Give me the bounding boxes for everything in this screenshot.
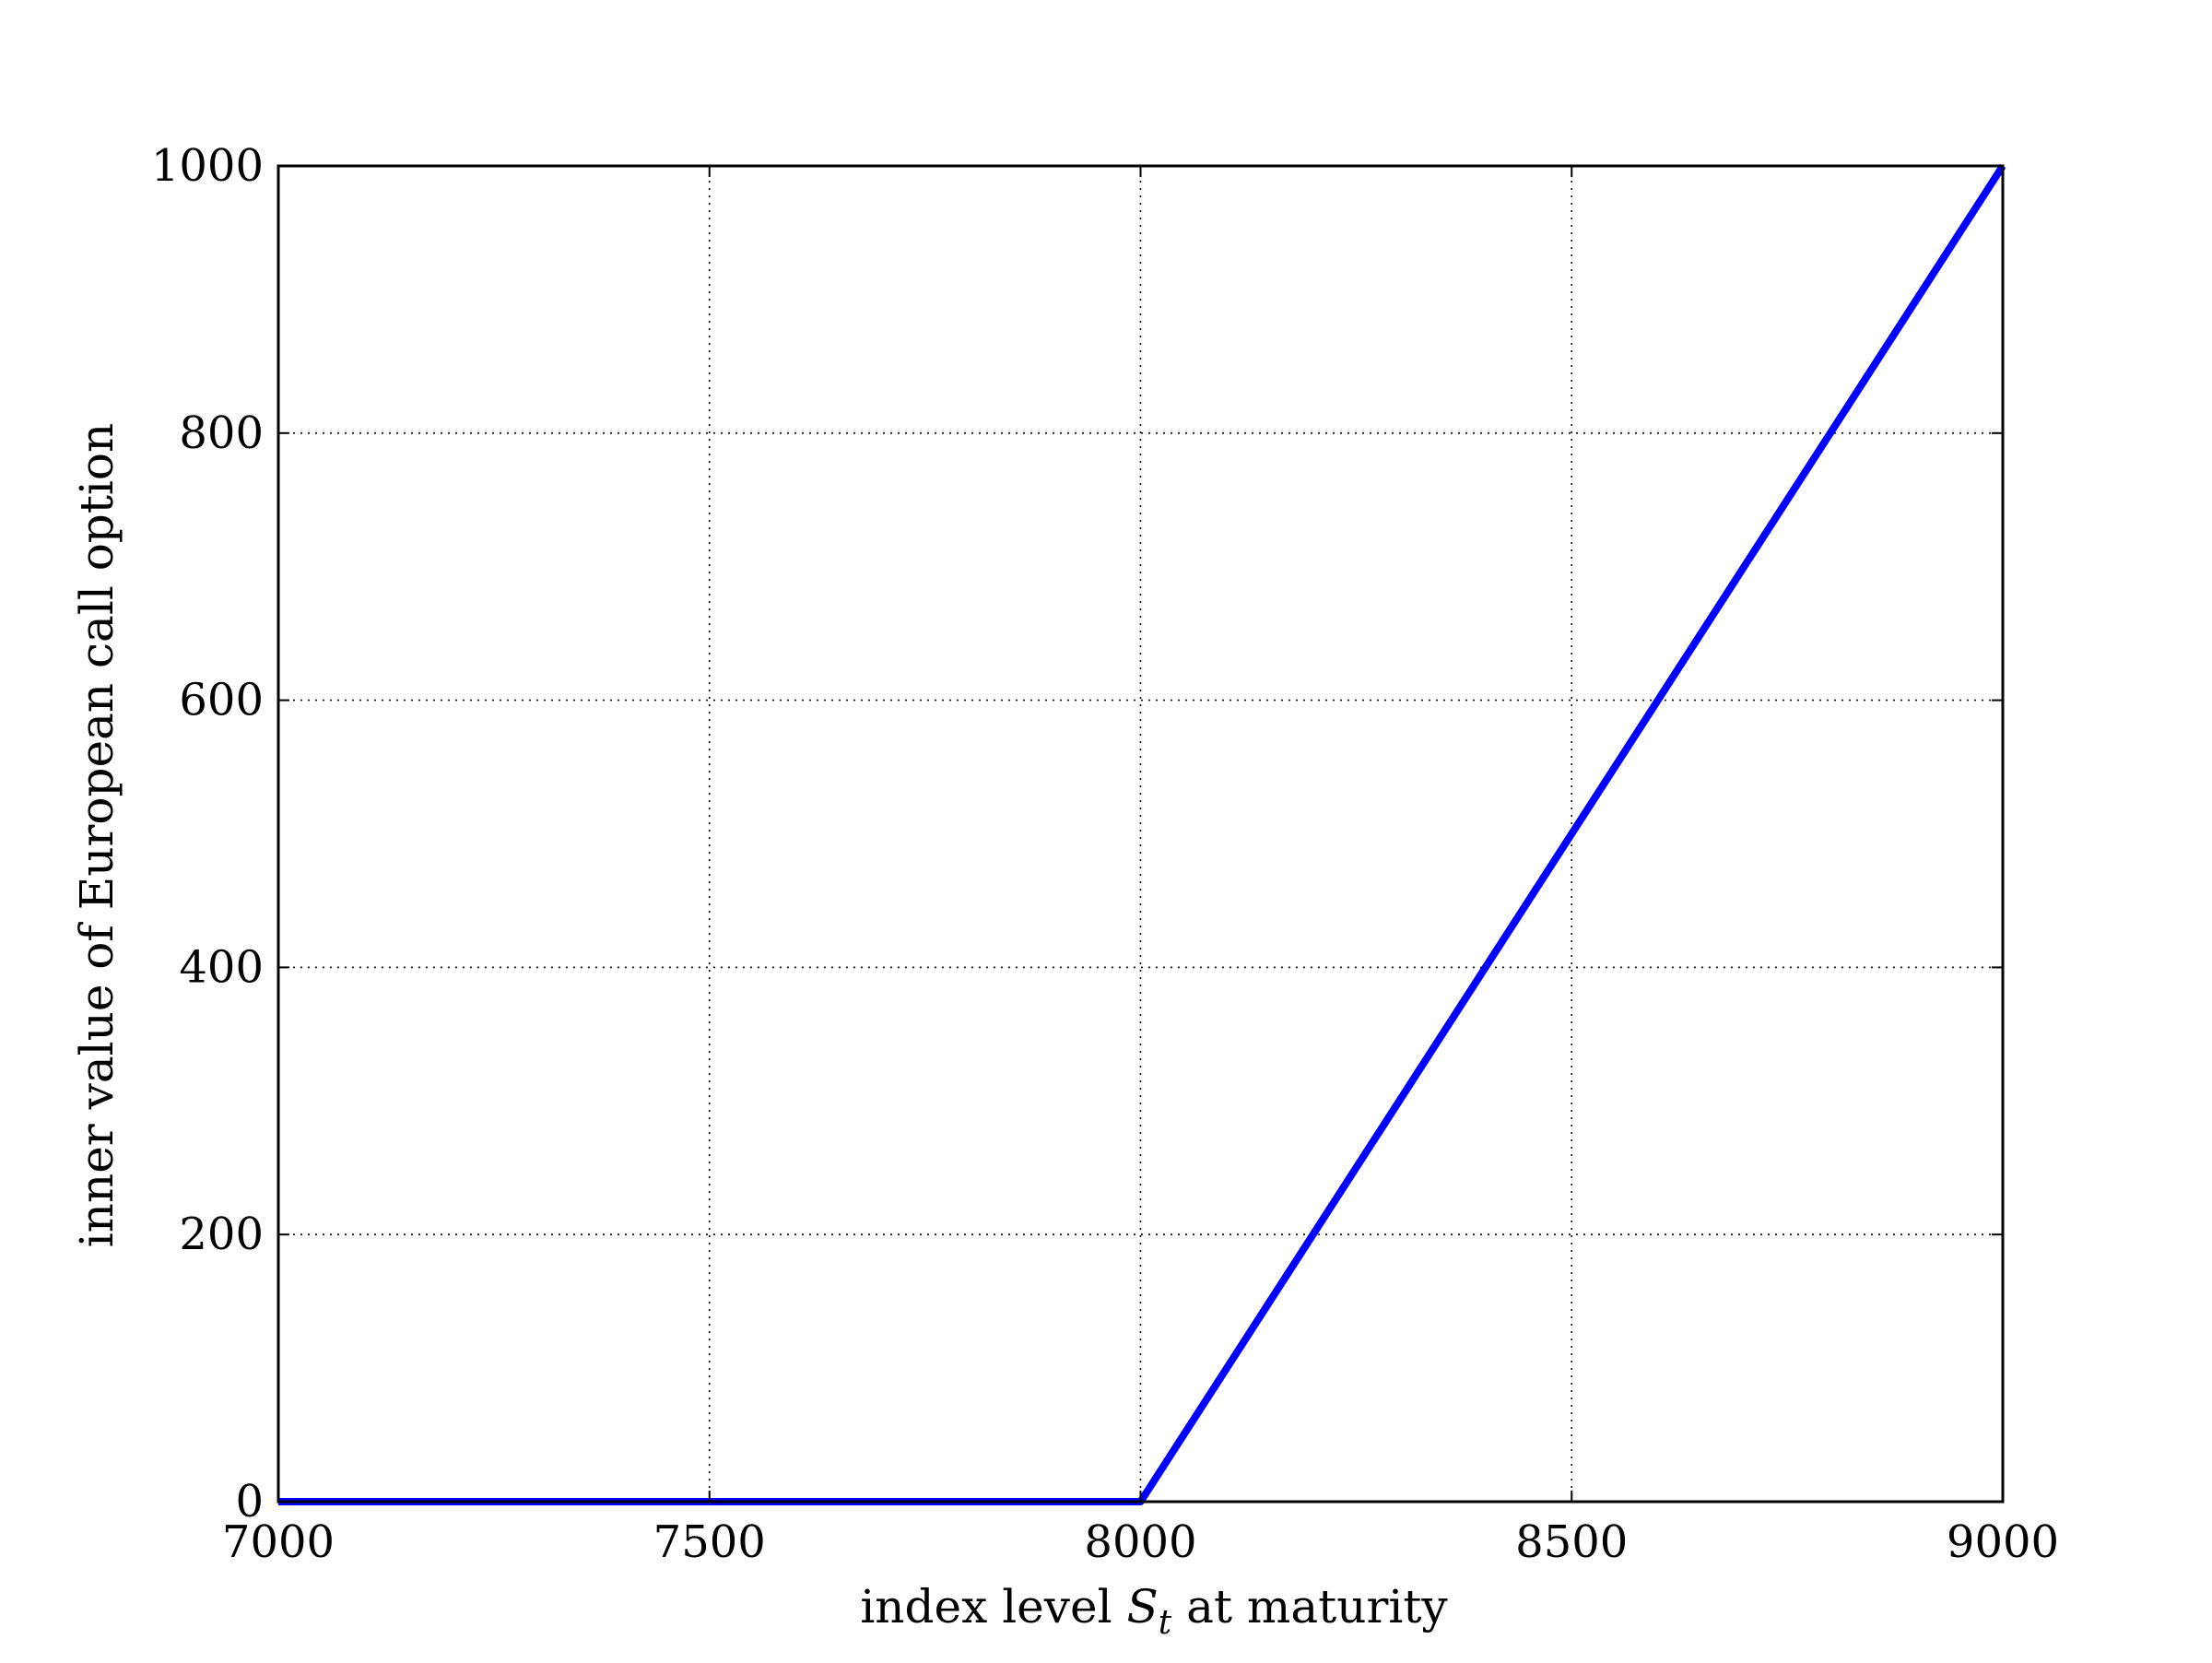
y-tick-label: 200 — [179, 1209, 264, 1260]
x-tick-label: 8500 — [1515, 1516, 1628, 1568]
x-axis-label-suffix: at maturity — [1171, 1580, 1448, 1634]
y-tick-label: 0 — [235, 1476, 264, 1527]
x-tick-label: 7500 — [653, 1516, 766, 1568]
x-tick-label: 7000 — [222, 1516, 335, 1568]
tick-labels: 7000 7500 8000 8500 9000 0 200 400 600 800 1000 — [151, 140, 2059, 1568]
x-axis-label-prefix: index level — [860, 1580, 1126, 1634]
y-tick-label: 600 — [179, 675, 264, 726]
ticks-layer — [277, 165, 2004, 1503]
x-axis-label-subscript: t — [1159, 1604, 1172, 1642]
x-axis-label-symbol: S — [1127, 1580, 1159, 1634]
y-tick-label: 800 — [179, 407, 264, 459]
y-axis-label: inner value of European call option — [70, 423, 124, 1247]
y-tick-label: 1000 — [151, 140, 264, 192]
x-tick-label: 9000 — [1947, 1516, 2059, 1568]
x-tick-label: 8000 — [1084, 1516, 1196, 1568]
y-tick-label: 400 — [179, 941, 264, 993]
x-axis-label: index level St at maturity — [860, 1580, 1448, 1642]
